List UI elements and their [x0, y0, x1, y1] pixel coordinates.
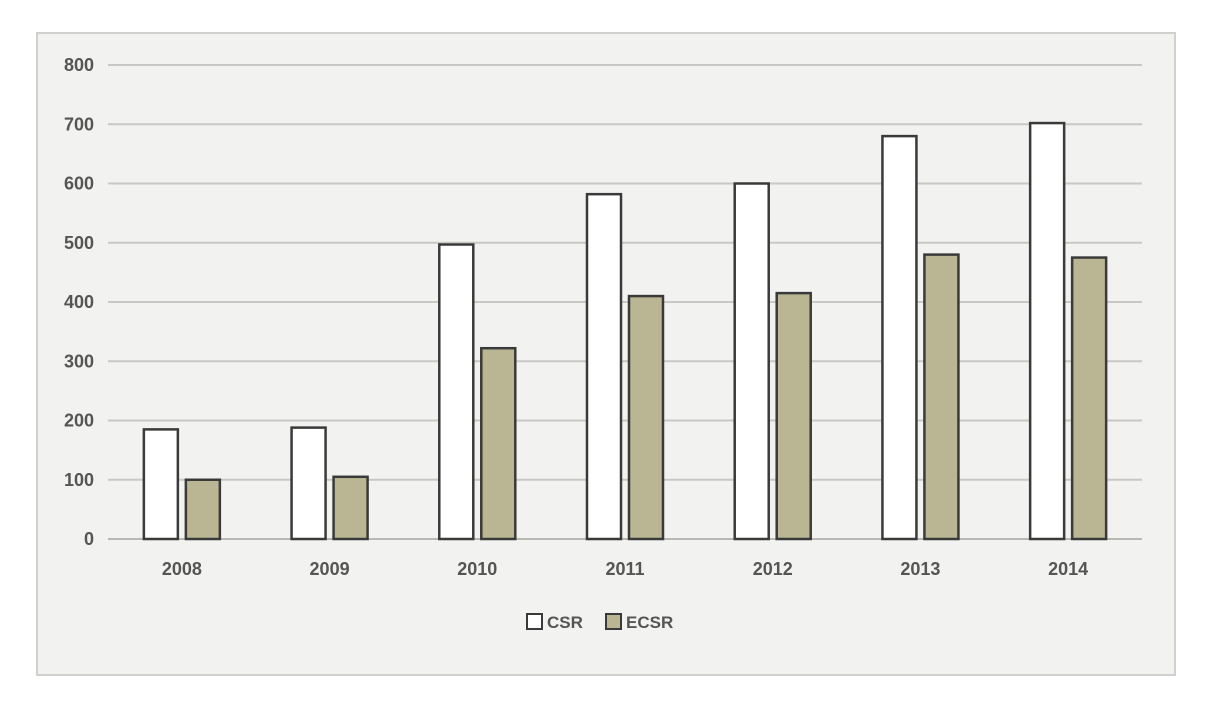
- y-tick-label: 600: [64, 174, 94, 194]
- x-tick-label: 2011: [605, 559, 644, 579]
- legend-label-ecsr: ECSR: [626, 613, 673, 632]
- chart-frame: 0 100 200 300 400 500 600 700 800 2008 2009 2010 20…: [22, 18, 1190, 690]
- x-tick-label: 2014: [1048, 559, 1088, 579]
- legend: CSR ECSR: [526, 613, 673, 632]
- legend-label-csr: CSR: [547, 613, 583, 632]
- x-axis-tick-labels: 2008 2009 2010 2011 2012 2013 2014: [162, 559, 1088, 579]
- x-tick-label: 2009: [310, 559, 350, 579]
- gridlines: [108, 64, 1142, 540]
- y-tick-label: 0: [84, 529, 94, 549]
- x-tick-label: 2012: [753, 559, 793, 579]
- bar-ecsr-2014: [1070, 256, 1108, 541]
- y-tick-label: 400: [64, 292, 94, 312]
- y-axis-tick-labels: 0 100 200 300 400 500 600 700 800: [64, 55, 94, 549]
- y-tick-label: 800: [64, 55, 94, 75]
- y-tick-label: 700: [64, 114, 94, 134]
- x-tick-label: 2013: [900, 559, 940, 579]
- y-tick-label: 100: [64, 470, 94, 490]
- legend-swatch-ecsr: [605, 613, 622, 630]
- bar-ecsr-2010: [480, 346, 517, 541]
- x-tick-label: 2008: [162, 559, 202, 579]
- y-tick-label: 500: [64, 233, 94, 253]
- bar-csr-2009: [290, 426, 327, 541]
- bars: [142, 121, 1108, 541]
- bar-ecsr-2011: [627, 294, 665, 541]
- bar-csr-2010: [438, 243, 475, 541]
- bar-csr-2011: [585, 192, 623, 541]
- bar-ecsr-2013: [923, 253, 960, 541]
- y-tick-label: 200: [64, 411, 94, 431]
- legend-swatch-csr: [526, 613, 543, 630]
- bar-csr-2012: [733, 182, 770, 541]
- bar-csr-2013: [881, 134, 918, 541]
- bar-ecsr-2012: [775, 291, 812, 541]
- bar-csr-2014: [1028, 121, 1066, 541]
- bar-ecsr-2008: [184, 478, 222, 541]
- bar-ecsr-2009: [332, 475, 369, 541]
- x-tick-label: 2010: [457, 559, 497, 579]
- y-tick-label: 300: [64, 351, 94, 371]
- bar-csr-2008: [142, 428, 180, 541]
